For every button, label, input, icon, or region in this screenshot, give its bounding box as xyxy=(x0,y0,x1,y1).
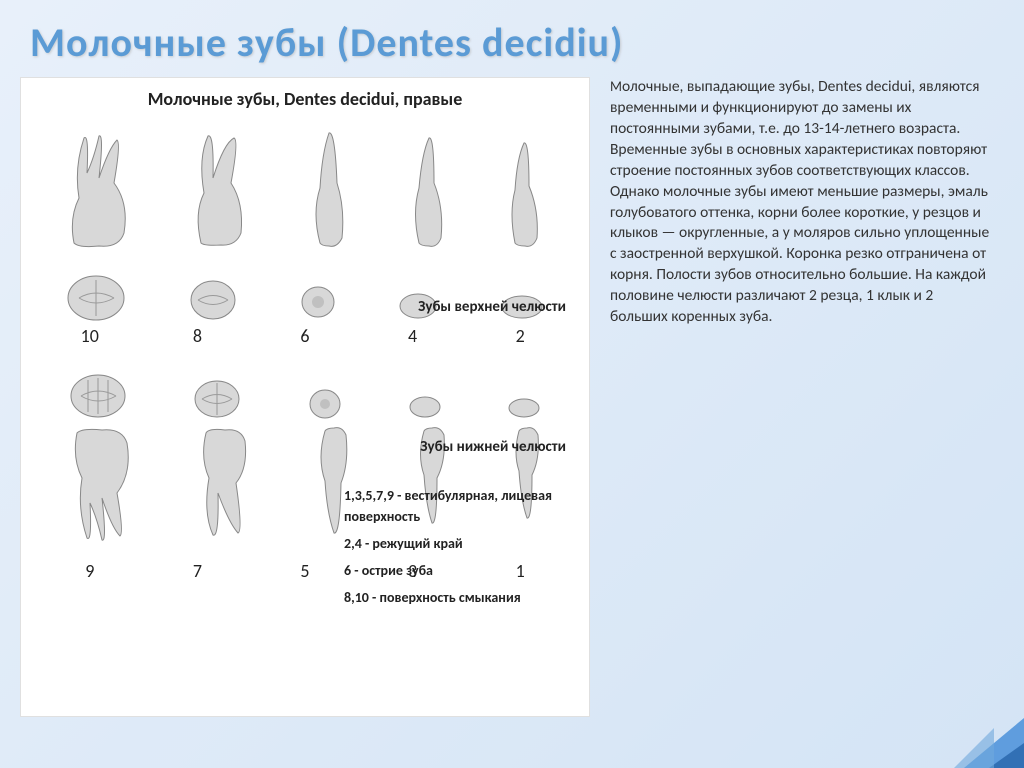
tooth-5-occ xyxy=(305,381,345,423)
lower-occlusal-row xyxy=(36,353,574,423)
tooth-10-side xyxy=(59,128,139,248)
tooth-4-side xyxy=(404,133,454,248)
tooth-7-occ xyxy=(190,373,245,423)
teeth-grid: Зубы верхней челюсти 10 8 6 4 2 xyxy=(36,118,574,698)
lower-jaw-label: Зубы нижней челюсти xyxy=(420,438,566,456)
tooth-8-side xyxy=(186,128,256,248)
num-4: 4 xyxy=(368,325,458,347)
num-5: 5 xyxy=(260,560,350,582)
legend-line-2: 2,4 - режущий край xyxy=(344,533,564,554)
tooth-2-side xyxy=(501,138,551,248)
num-8: 8 xyxy=(152,325,242,347)
content-area: Молочные зубы, Dentes decidui, правые xyxy=(0,77,1024,737)
legend-line-3: 6 - острие зуба xyxy=(344,560,564,581)
tooth-6-side xyxy=(302,128,357,248)
num-9: 9 xyxy=(45,560,135,582)
tooth-9-side xyxy=(62,423,142,548)
teeth-figure: Молочные зубы, Dentes decidui, правые xyxy=(20,77,590,717)
tooth-6-occ xyxy=(297,278,339,323)
tooth-3-occ xyxy=(405,385,445,423)
num-6: 6 xyxy=(260,325,350,347)
figure-legend: 1,3,5,7,9 - вестибулярная, лицевая повер… xyxy=(344,485,564,608)
upper-numbers: 10 8 6 4 2 xyxy=(36,325,574,347)
tooth-7-side xyxy=(193,423,258,543)
num-10: 10 xyxy=(45,325,135,347)
upper-side-row xyxy=(36,118,574,248)
body-text: Молочные, выпадающие зубы, Dentes decidu… xyxy=(590,77,1004,737)
slide-title: Молочные зубы (Dentes decidiu) xyxy=(0,0,1024,77)
tooth-8-occ xyxy=(186,273,241,323)
tooth-10-occ xyxy=(64,268,129,323)
num-2: 2 xyxy=(475,325,565,347)
upper-jaw-label: Зубы верхней челюсти xyxy=(418,298,566,316)
legend-line-1: 1,3,5,7,9 - вестибулярная, лицевая повер… xyxy=(344,485,564,527)
num-7: 7 xyxy=(152,560,242,582)
tooth-9-occ xyxy=(66,368,131,423)
corner-decoration xyxy=(904,688,1024,768)
figure-caption: Молочные зубы, Dentes decidui, правые xyxy=(36,88,574,110)
legend-line-4: 8,10 - поверхность смыкания xyxy=(344,587,564,608)
body-paragraph: олочные, выпадающие зубы, Dentes decidui… xyxy=(610,77,989,326)
tooth-1-occ xyxy=(504,387,544,423)
